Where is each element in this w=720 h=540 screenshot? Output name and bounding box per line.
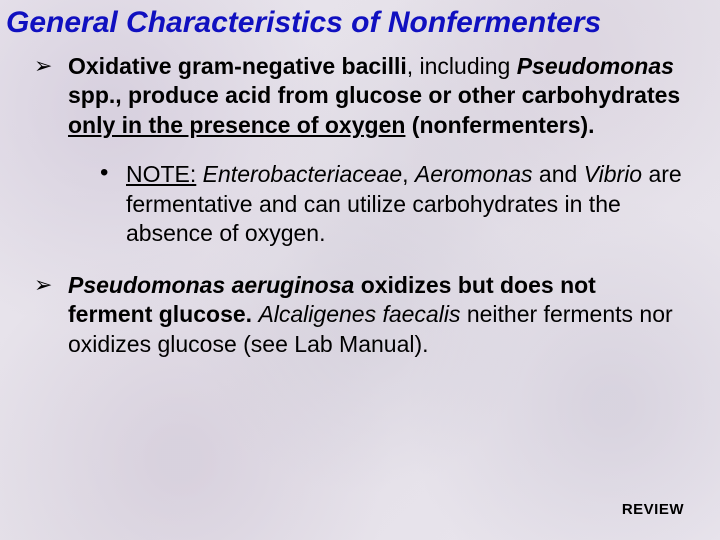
sub-bullet-item: NOTE: Enterobacteriaceae, Aeromonas and … xyxy=(96,160,686,248)
text-run: Oxidative gram-negative bacilli xyxy=(68,53,407,79)
text-run: Pseudomonas aeruginosa xyxy=(68,272,354,298)
text-run: Vibrio xyxy=(584,161,642,187)
text-run: Enterobacteriaceae xyxy=(203,161,402,187)
text-run: NOTE: xyxy=(126,161,196,187)
bullet-list: Oxidative gram-negative bacilli, includi… xyxy=(34,52,686,359)
text-run: only in the presence of oxygen xyxy=(68,112,405,138)
slide-title: General Characteristics of Nonfermenters xyxy=(0,0,720,42)
slide-body: Oxidative gram-negative bacilli, includi… xyxy=(0,42,720,359)
footer-label: REVIEW xyxy=(622,501,684,518)
text-run: Aeromonas xyxy=(415,161,533,187)
text-run: (nonfermenters). xyxy=(405,112,594,138)
text-run: and xyxy=(533,161,584,187)
bullet-item-1: Oxidative gram-negative bacilli, includi… xyxy=(34,52,686,249)
text-run: spp., produce acid from glucose or other… xyxy=(68,82,680,108)
text-run: Pseudomonas xyxy=(517,53,674,79)
text-run: , including xyxy=(407,53,517,79)
text-run: Alcaligenes faecalis xyxy=(258,301,460,327)
sub-bullet-list: NOTE: Enterobacteriaceae, Aeromonas and … xyxy=(68,160,686,248)
text-run: , xyxy=(402,161,415,187)
bullet-item-2: Pseudomonas aeruginosa oxidizes but does… xyxy=(34,271,686,359)
